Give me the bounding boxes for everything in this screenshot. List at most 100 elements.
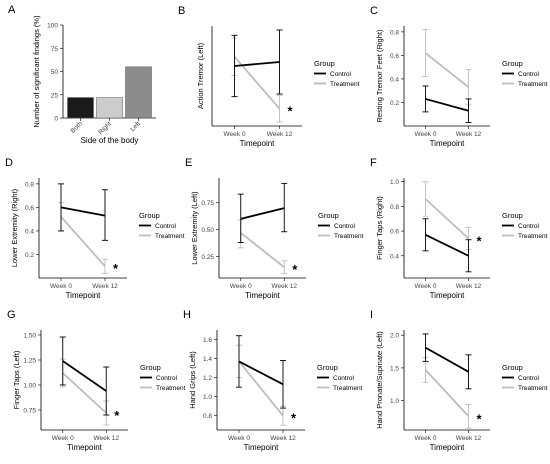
y-tick-label: 1.50 <box>23 333 36 340</box>
y-tick-label: 0 <box>54 116 58 123</box>
panel-letter: C <box>370 5 378 17</box>
y-tick-label: 50 <box>51 69 59 76</box>
significance-marker: * <box>291 411 297 426</box>
y-axis-label: Hand Grips (Left) <box>188 351 197 409</box>
panel-g: G 0.75 1.00 1.25 1.50 Finger Taps (Left) Timep… <box>7 309 186 452</box>
legend-title: Group <box>317 363 338 372</box>
y-tick-label: 1.2 <box>203 375 212 382</box>
legend-label: Treatment <box>518 233 548 240</box>
bar-both <box>67 97 94 119</box>
series-control <box>58 183 108 241</box>
legend-label: Control <box>333 375 355 382</box>
legend: Group Control Treatment <box>318 211 364 240</box>
legend-title: Group <box>140 363 161 372</box>
panel-a: A 0 25 50 75 100 Number of significant finding… <box>8 4 156 145</box>
legend-label: Control <box>518 375 540 382</box>
series-line <box>424 52 470 88</box>
significance-marker: * <box>113 261 119 276</box>
y-tick-label: 2.0 <box>390 333 399 340</box>
y-axis-label: Lower Extremity (Right) <box>10 188 19 267</box>
x-tick-label: Week 0 <box>230 283 252 290</box>
y-tick-label: 1.0 <box>390 179 399 186</box>
legend-label: Control <box>155 223 177 230</box>
series-line <box>60 216 106 267</box>
series-line <box>238 360 284 386</box>
legend-label: Treatment <box>334 233 364 240</box>
panel-d: D 0.2 0.4 0.6 0.8 Lower Extremity (Right) Time… <box>5 157 185 300</box>
x-tick-label: Week 0 <box>228 435 250 442</box>
y-tick-label: 0.8 <box>390 29 399 36</box>
legend: Group Control Treatment <box>502 211 548 240</box>
series-treatment <box>236 344 286 426</box>
y-axis-label: Lower Extremity (Left) <box>190 191 199 265</box>
series-treatment <box>59 358 110 426</box>
x-axis-label: Timepoint <box>67 443 103 452</box>
y-tick-label: 0.75 <box>201 200 214 207</box>
significance-marker: * <box>477 411 483 426</box>
legend-title: Group <box>502 211 523 220</box>
legend-label: Treatment <box>518 385 548 392</box>
x-tick-label: Week 12 <box>93 435 119 442</box>
x-axis-label: Timepoint <box>430 443 466 452</box>
y-tick-label: 0.8 <box>390 204 399 211</box>
legend-label: Control <box>334 223 356 230</box>
x-tick-label: Week 0 <box>52 435 74 442</box>
x-tick-label: Week 12 <box>267 131 293 138</box>
y-tick-label: 75 <box>51 46 59 53</box>
x-axis-label: Timepoint <box>245 291 281 300</box>
significance-marker: * <box>288 104 294 119</box>
legend-title: Group <box>502 59 523 68</box>
series-line <box>238 360 284 417</box>
y-tick-label: 1.25 <box>23 358 36 365</box>
panel-letter: E <box>185 157 192 169</box>
series-treatment <box>422 357 472 429</box>
legend: Group Control Treatment <box>139 211 185 240</box>
legend: Group Control Treatment <box>502 363 548 392</box>
series-control <box>231 29 283 98</box>
panel-i: I 1.0 1.5 2.0 Hand Pronate/Supinate (Left) Ti… <box>370 309 548 452</box>
series-line <box>425 98 469 112</box>
x-tick-label: Week 0 <box>415 435 437 442</box>
y-tick-label: 1.0 <box>203 394 212 401</box>
significance-marker: * <box>114 408 120 423</box>
y-tick-label: 1.00 <box>23 383 36 390</box>
legend-title: Group <box>502 363 523 372</box>
y-tick-label: 0.75 <box>23 408 36 415</box>
x-axis-label: Timepoint <box>430 139 466 148</box>
y-axis-label: Hand Pronate/Supinate (Left) <box>375 331 384 429</box>
x-tick-label: Week 0 <box>415 283 437 290</box>
legend: Group Control Treatment <box>314 59 360 88</box>
panel-letter: A <box>8 4 16 16</box>
y-axis-label: Finger Taps (Left) <box>12 350 21 409</box>
significance-marker: * <box>477 233 483 248</box>
series-line <box>424 369 470 417</box>
x-tick-label: Week 12 <box>271 283 297 290</box>
panel-f: F 0.4 0.6 0.8 1.0 Finger Taps (Right) Timepoin… <box>370 157 548 300</box>
panel-letter: G <box>7 309 16 321</box>
panel-h: H 0.8 1.0 1.2 1.4 1.6 Hand Grips (Left) Timepoi… <box>183 309 363 452</box>
series-control <box>422 333 472 390</box>
y-axis-label: Finger Taps (Right) <box>375 196 384 260</box>
x-tick-label: Right <box>97 120 113 136</box>
x-axis-label: Timepoint <box>240 139 276 148</box>
series-treatment <box>237 219 288 275</box>
x-axis-label: Timepoint <box>244 443 280 452</box>
bar-right <box>96 97 123 119</box>
x-tick-label: Week 0 <box>224 131 246 138</box>
x-tick-label: Week 12 <box>456 131 482 138</box>
series-line <box>425 233 469 257</box>
y-tick-label: 1.4 <box>203 356 212 363</box>
legend-label: Treatment <box>155 233 185 240</box>
panel-letter: I <box>370 309 373 321</box>
series-line <box>240 207 285 220</box>
significance-marker: * <box>292 262 298 277</box>
y-tick-label: 0.25 <box>201 254 214 261</box>
series-line <box>60 206 106 217</box>
legend-title: Group <box>318 211 339 220</box>
x-tick-label: Week 12 <box>92 283 118 290</box>
series-treatment <box>231 37 283 123</box>
bar-left <box>125 66 152 119</box>
y-axis-label: Action Tremor (Left) <box>196 42 205 109</box>
